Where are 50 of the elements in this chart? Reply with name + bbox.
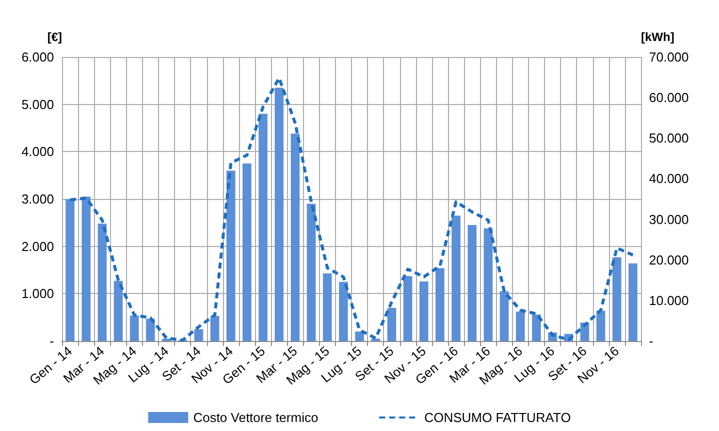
- y-tick-label: 2.000: [21, 238, 54, 254]
- y2-tick-label: 40.000: [649, 171, 689, 186]
- bar: [114, 280, 123, 341]
- bar: [596, 310, 606, 341]
- bar: [226, 170, 236, 341]
- bar: [66, 199, 74, 341]
- y-tick-label: 4.000: [21, 144, 54, 160]
- bar: [532, 314, 541, 341]
- y-tick-label: 1.000: [21, 286, 54, 302]
- y2-axis-title: [kWh]: [641, 30, 674, 44]
- y-tick-label: 6.000: [21, 50, 54, 64]
- bar: [612, 257, 622, 341]
- y2-tick-label: 50.000: [649, 130, 689, 146]
- bar: [130, 315, 139, 341]
- bar: [500, 291, 509, 341]
- bar: [403, 276, 412, 341]
- bar: [194, 329, 204, 341]
- bar: [484, 228, 493, 341]
- bar: [468, 225, 477, 341]
- bar: [82, 196, 91, 341]
- y2-tick-label: -: [649, 334, 654, 348]
- bar: [306, 204, 316, 341]
- y-tick-label: 5.000: [21, 96, 54, 112]
- bar: [146, 318, 155, 341]
- y-tick-label: 3.000: [21, 192, 54, 206]
- bar: [355, 332, 364, 341]
- bar: [274, 88, 284, 341]
- line-series: [68, 76, 634, 342]
- y2-tick-label: 70.000: [649, 50, 689, 64]
- bar: [419, 281, 428, 341]
- bar: [339, 282, 348, 341]
- bar: [516, 312, 525, 341]
- bar: [210, 316, 220, 341]
- legend-label: Costo Vettore termico: [193, 410, 318, 425]
- bar: [387, 308, 396, 341]
- bar: [98, 224, 107, 341]
- bar: [290, 134, 300, 341]
- y2-tick-label: 30.000: [649, 212, 689, 227]
- bar: [628, 263, 638, 341]
- bar: [452, 216, 460, 341]
- y-tick-label: -: [50, 334, 54, 348]
- bar: [242, 164, 252, 341]
- y-axis-title: [€]: [47, 30, 62, 44]
- bar: [436, 268, 444, 341]
- bar: [322, 273, 332, 341]
- y2-tick-label: 10.000: [649, 292, 689, 308]
- legend-label: CONSUMO FATTURATO: [424, 410, 571, 425]
- y2-tick-label: 20.000: [649, 252, 689, 268]
- bar: [258, 114, 268, 341]
- y2-tick-label: 60.000: [649, 90, 689, 106]
